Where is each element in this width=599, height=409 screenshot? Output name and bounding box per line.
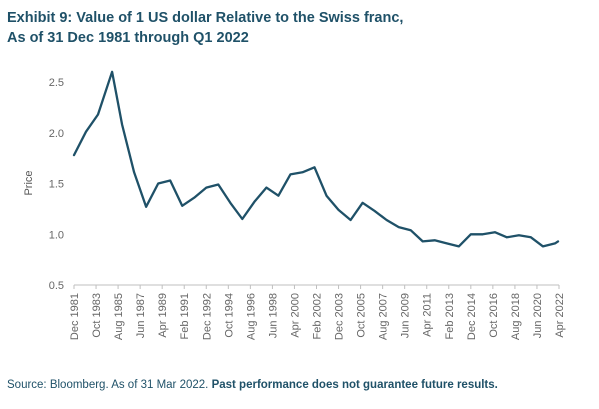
source-note: Source: Bloomberg. As of 31 Mar 2022. Pa… xyxy=(7,379,498,391)
x-tick-label: Dec 1992 xyxy=(201,293,213,340)
x-tick-label: Aug 2018 xyxy=(510,293,522,340)
x-tick-label: Dec 2014 xyxy=(466,293,478,340)
x-tick-label: Jun 1987 xyxy=(135,293,147,338)
x-tick-label: Jun 1998 xyxy=(267,293,279,338)
x-tick-label: Apr 2011 xyxy=(422,293,434,337)
y-tick-label: 1.5 xyxy=(49,179,64,191)
series-line xyxy=(72,70,560,248)
x-axis-ticks: Dec 1981 Oct 1983 Aug 1985 Jun 1987 Apr 1989… xyxy=(69,285,566,340)
x-tick-label: Feb 1991 xyxy=(179,293,191,339)
x-tick-label: Dec 1981 xyxy=(69,293,81,340)
x-tick-label: Aug 2007 xyxy=(378,293,390,340)
y-tick-label: 2.0 xyxy=(49,128,64,140)
x-tick-label: Apr 2022 xyxy=(554,293,566,338)
x-tick-label: Aug 1996 xyxy=(245,293,257,340)
y-tick-label: 1.0 xyxy=(49,229,64,241)
x-tick-label: Feb 2013 xyxy=(444,293,456,339)
x-tick-label: Oct 1994 xyxy=(223,293,235,338)
chart-title: Exhibit 9: Value of 1 US dollar Relative… xyxy=(7,10,404,26)
source-text: Source: Bloomberg. As of 31 Mar 2022. xyxy=(7,379,212,391)
x-tick-label: Oct 2005 xyxy=(356,293,368,338)
x-tick-label: Jun 2009 xyxy=(400,293,412,338)
y-tick-label: 2.5 xyxy=(49,77,64,89)
chart-title-block: Exhibit 9: Value of 1 US dollar Relative… xyxy=(7,8,592,48)
source-disclaimer: Past performance does not guarantee futu… xyxy=(211,379,498,391)
x-tick-label: Oct 2016 xyxy=(488,293,500,338)
series-lines xyxy=(72,70,560,248)
x-tick-label: Dec 2003 xyxy=(334,293,346,340)
x-tick-label: Oct 1983 xyxy=(91,293,103,338)
x-tick-label: Apr 1989 xyxy=(157,293,169,338)
x-tick-label: Apr 2000 xyxy=(289,293,301,338)
chart-subtitle: As of 31 Dec 1981 through Q1 2022 xyxy=(7,30,249,46)
y-axis-ticks: 0.5 1.0 1.5 2.0 2.5 xyxy=(49,77,64,292)
x-tick-label: Aug 1985 xyxy=(113,293,125,340)
y-axis-label: Price xyxy=(23,170,35,195)
x-tick-label: Jun 2020 xyxy=(532,293,544,338)
y-tick-label: 0.5 xyxy=(49,280,64,292)
x-tick-label: Feb 2002 xyxy=(312,293,324,339)
